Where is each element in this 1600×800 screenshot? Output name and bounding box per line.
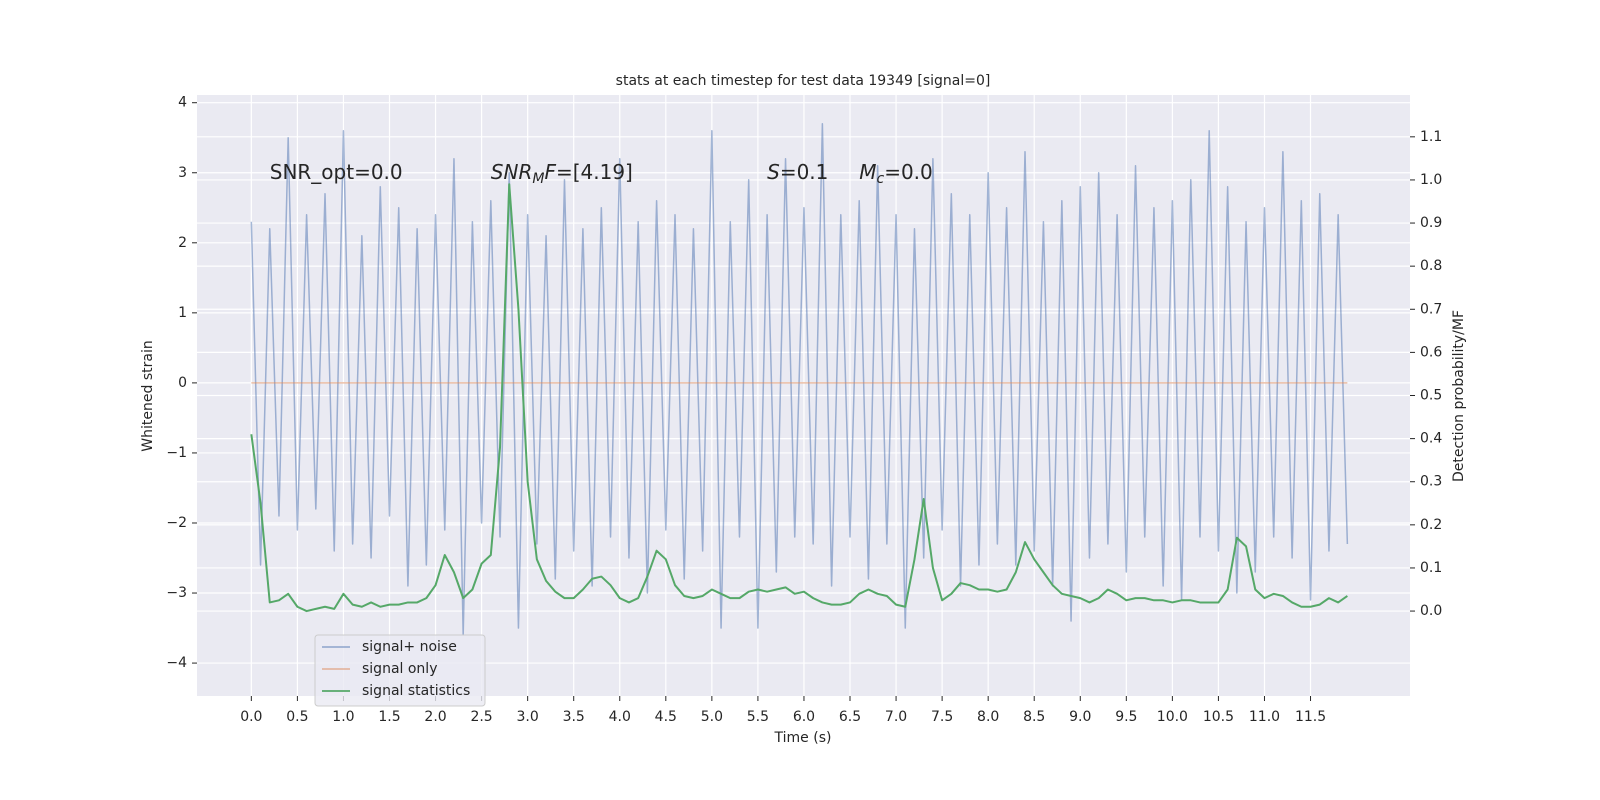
x-axis-label: Time (s) (774, 730, 832, 746)
annotation-part: =0.1 (780, 159, 829, 183)
annotation: S=0.1 (767, 159, 828, 183)
y-tick-label: −3 (166, 585, 187, 601)
x-tick-label: 6.5 (839, 709, 861, 725)
legend-box (314, 634, 486, 707)
x-tick-label: 0.0 (240, 709, 262, 725)
x-tick-label: 3.5 (563, 709, 585, 725)
y2-tick-label: 0.2 (1420, 517, 1442, 533)
x-tick-label: 7.0 (885, 709, 907, 725)
x-tick-label: 5.5 (747, 709, 769, 725)
x-tick-label: 1.0 (332, 709, 354, 725)
y-tick-label: 2 (178, 235, 187, 251)
y-tick-label: 0 (178, 375, 187, 391)
annotation-part: F (544, 159, 556, 183)
x-tick-label: 1.5 (378, 709, 400, 725)
x-tick-label: 10.0 (1157, 709, 1188, 725)
grid: 0.0 0.5 1.0 1.5 2.0 2.5 3.0 3.5 4.0 4.5 5.0 5.5 6.0 6… (166, 95, 1442, 725)
x-tick-label: 10.5 (1203, 709, 1234, 725)
y-tick-label: 1 (178, 305, 187, 321)
y-tick-label: 3 (178, 165, 187, 181)
annotation-part: c (876, 171, 884, 187)
annotation-part: =0.0 (884, 159, 933, 183)
y2-tick-label: 0.5 (1420, 388, 1442, 404)
x-tick-label: 2.5 (470, 709, 492, 725)
x-tick-label: 7.5 (931, 709, 953, 725)
x-tick-label: 4.0 (609, 709, 631, 725)
x-tick-label: 8.0 (977, 709, 999, 725)
annotation-part: SNR (491, 159, 533, 183)
legend-label: signal+ noise (362, 639, 457, 655)
y-tick-label: 4 (178, 95, 187, 111)
y2-tick-label: 1.0 (1420, 172, 1442, 188)
x-tick-label: 8.5 (1023, 709, 1045, 725)
y2-tick-label: 0.7 (1420, 301, 1442, 317)
annotation-part: S (767, 159, 780, 183)
annotation-part: M (532, 171, 544, 187)
chart-title: stats at each timestep for test data 193… (616, 73, 991, 89)
y2-tick-label: 0.4 (1420, 431, 1442, 447)
annotation-part: M (859, 159, 876, 183)
y2-tick-label: 1.1 (1420, 129, 1442, 145)
x-tick-label: 2.0 (424, 709, 446, 725)
y2-tick-label: 0.6 (1420, 344, 1442, 360)
annotations: SNR_opt=0.0 SNRMF=[4.19] S=0.1 Mc=0.0 (270, 159, 933, 187)
y2-tick-label: 0.3 (1420, 474, 1442, 490)
y2-tick-label: 0.0 (1420, 603, 1442, 619)
x-tick-label: 6.0 (793, 709, 815, 725)
y2-axis-label: Detection probability/MF (1451, 310, 1467, 482)
x-tick-label: 5.0 (701, 709, 723, 725)
y-tick-label: −1 (166, 445, 187, 461)
annotation: Mc=0.0 (859, 159, 933, 187)
legend-label: signal only (362, 661, 437, 677)
x-tick-label: 9.0 (1069, 709, 1091, 725)
annotation-part: SNR_opt=0.0 (270, 159, 403, 183)
y-axis-label: Whitened strain (140, 340, 156, 451)
y2-tick-label: 0.1 (1420, 560, 1442, 576)
y2-tick-label: 0.9 (1420, 215, 1442, 231)
series-line (250, 122, 1349, 636)
x-tick-label: 0.5 (286, 709, 308, 725)
annotation-part: =[4.19] (556, 159, 633, 183)
x-tick-label: 11.0 (1249, 709, 1280, 725)
legend-label: signal statistics (362, 683, 470, 699)
annotation: SNR_opt=0.0 (270, 159, 403, 183)
y-tick-label: −4 (166, 655, 187, 671)
y-tick-label: −2 (166, 515, 187, 531)
x-tick-label: 3.0 (517, 709, 539, 725)
series-line (250, 183, 1348, 613)
legend: signal+ noise signal only signal statistic… (314, 634, 486, 707)
y2-tick-label: 0.8 (1420, 258, 1442, 274)
x-tick-label: 4.5 (655, 709, 677, 725)
x-tick-label: 9.5 (1115, 709, 1137, 725)
plot (250, 122, 1349, 636)
x-tick-label: 11.5 (1295, 709, 1326, 725)
annotation: SNRMF=[4.19] (491, 159, 633, 187)
